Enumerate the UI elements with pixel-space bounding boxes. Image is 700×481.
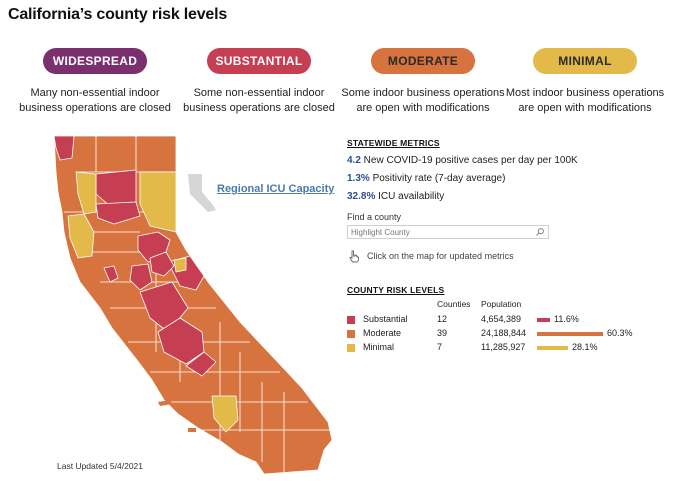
county-lassen[interactable] <box>139 171 177 233</box>
minimal-swatch <box>347 343 355 352</box>
substantial-swatch <box>347 315 355 324</box>
statewide-metrics-panel: STATEWIDE METRICS 4.2 New COVID-19 posit… <box>347 138 647 263</box>
tier-name: Minimal <box>363 342 395 352</box>
hand-pointer-icon <box>349 250 360 263</box>
tier-widespread: WIDESPREAD Many non-essential indoor bus… <box>10 48 180 115</box>
share-pct: 60.3% <box>607 328 633 338</box>
col-counties: Counties <box>437 299 471 309</box>
county-count: 39 <box>437 328 448 338</box>
county-siskiyou-trinity[interactable] <box>75 171 97 215</box>
county-alpine[interactable] <box>173 257 187 273</box>
county-count: 12 <box>437 314 448 324</box>
population-value: 11,285,927 <box>481 342 526 352</box>
risk-table: Counties Population Substantial 12 4,654… <box>347 299 633 354</box>
risk-table-header: Counties Population <box>347 299 633 312</box>
channel-islands <box>158 400 196 432</box>
share-bar <box>537 345 568 350</box>
tier-desc-widespread: Many non-essential indoor business opera… <box>10 86 180 115</box>
metric-positivity-label: Positivity rate (7-day average) <box>369 173 506 184</box>
tier-desc-line: Some indoor business operations <box>341 87 505 99</box>
county-sonoma-napa[interactable] <box>67 213 95 259</box>
tier-name: Substantial <box>363 314 408 324</box>
col-share <box>537 299 633 312</box>
county-count: 7 <box>437 342 443 352</box>
tier-desc-minimal: Most indoor business operations are open… <box>500 86 670 115</box>
share-cell: 11.6% <box>537 312 633 326</box>
tier-pill-substantial: SUBSTANTIAL <box>207 48 311 74</box>
row-tier: Moderate <box>347 326 437 340</box>
moderate-swatch <box>347 329 355 338</box>
metric-cases: 4.2 New COVID-19 positive cases per day … <box>347 155 647 166</box>
california-county-map[interactable] <box>40 132 340 478</box>
tier-desc-line: business operations are closed <box>183 101 335 114</box>
tier-desc-substantial: Some non-essential indoor business opera… <box>174 86 344 115</box>
table-row: Substantial 12 4,654,389 11.6% <box>347 312 633 326</box>
county-tehama[interactable] <box>95 201 141 225</box>
county-stanislaus[interactable] <box>149 251 175 277</box>
regional-icu-inset-map[interactable] <box>188 174 216 212</box>
county-san-joaquin[interactable] <box>129 263 153 291</box>
tier-desc-moderate: Some indoor business operations are open… <box>338 86 508 115</box>
county-search-box <box>347 225 549 239</box>
tier-pill-widespread: WIDESPREAD <box>43 48 147 74</box>
find-county-label: Find a county <box>347 212 402 222</box>
share-pct: 11.6% <box>554 314 579 324</box>
tier-pill-minimal: MINIMAL <box>533 48 637 74</box>
regional-icu-capacity-link[interactable]: Regional ICU Capacity <box>217 183 335 195</box>
map-hint-text: Click on the map for updated metrics <box>367 251 514 261</box>
population-value: 4,654,389 <box>481 314 522 324</box>
col-tier <box>347 299 437 312</box>
metric-cases-label: New COVID-19 positive cases per day per … <box>360 155 578 166</box>
share-bar <box>537 317 550 322</box>
share-cell: 60.3% <box>537 326 633 340</box>
tier-substantial: SUBSTANTIAL Some non-essential indoor bu… <box>174 48 344 115</box>
share-bar <box>537 331 603 336</box>
tier-minimal: MINIMAL Most indoor business operations … <box>500 48 670 115</box>
tier-desc-line: business operations are closed <box>19 101 171 114</box>
page-title: California’s county risk levels <box>8 6 228 23</box>
table-row: Moderate 39 24,188,844 60.3% <box>347 326 633 340</box>
row-tier: Minimal <box>347 340 437 354</box>
tier-name: Moderate <box>363 328 402 338</box>
county-search-input[interactable] <box>348 226 528 238</box>
county-tulare[interactable] <box>185 351 217 377</box>
population-value: 24,188,844 <box>481 328 527 338</box>
tier-desc-line: are open with modifications <box>518 101 652 114</box>
county-risk-heading: COUNTY RISK LEVELS <box>347 285 445 295</box>
row-tier: Substantial <box>347 312 437 326</box>
tier-moderate: MODERATE Some indoor business operations… <box>338 48 508 115</box>
share-cell: 28.1% <box>537 340 633 354</box>
county-del-norte[interactable] <box>53 135 75 161</box>
metric-cases-value: 4.2 <box>347 155 361 166</box>
table-row: Minimal 7 11,285,927 28.1% <box>347 340 633 354</box>
map-hint: Click on the map for updated metrics <box>347 249 647 263</box>
county-la[interactable] <box>211 395 239 433</box>
county-risk-levels: COUNTY RISK LEVELS Counties Population S… <box>347 285 667 354</box>
tier-desc-line: Many non-essential indoor <box>30 87 160 99</box>
metric-icu: 32.8% ICU availability <box>347 191 647 202</box>
share-pct: 28.1% <box>572 342 598 352</box>
metric-icu-label: ICU availability <box>375 191 445 202</box>
county-marin[interactable] <box>103 265 119 283</box>
tier-desc-line: are open with modifications <box>356 101 490 114</box>
tier-desc-line: Most indoor business operations <box>505 87 665 99</box>
metric-positivity-value: 1.3% <box>347 173 370 184</box>
col-population: Population <box>481 299 522 309</box>
metric-icu-value: 32.8% <box>347 191 376 202</box>
search-icon[interactable] <box>535 227 545 237</box>
last-updated: Last Updated 5/4/2021 <box>57 461 144 471</box>
tier-desc-line: Some non-essential indoor <box>193 87 325 99</box>
metric-positivity: 1.3% Positivity rate (7-day average) <box>347 173 647 184</box>
statewide-metrics-heading: STATEWIDE METRICS <box>347 138 440 148</box>
tier-pill-moderate: MODERATE <box>371 48 475 74</box>
